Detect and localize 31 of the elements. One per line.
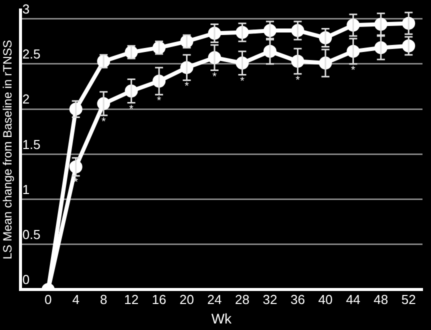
y-axis-title: LS Mean change from Baseline in rTNSS — [0, 40, 15, 260]
y-tick-label: 2 — [22, 92, 30, 107]
x-tick-label: 8 — [100, 292, 108, 307]
annotation: * — [101, 116, 106, 128]
annotation: * — [184, 80, 190, 93]
x-tick-label: 12 — [124, 292, 139, 307]
annotation: * — [129, 103, 134, 116]
x-tick-label: 36 — [290, 292, 305, 307]
y-tick-label: 1 — [22, 182, 30, 197]
x-tick-label: 28 — [235, 292, 250, 307]
y-tick-label: 1.5 — [22, 136, 40, 152]
x-tick-label: 24 — [207, 292, 222, 307]
x-tick-label: 40 — [318, 292, 333, 307]
annotation: * — [212, 70, 218, 83]
x-tick-label: 16 — [152, 292, 166, 307]
annotation: * — [156, 95, 162, 108]
x-tick-label: 0 — [44, 292, 52, 307]
x-tick-label: 4 — [72, 292, 80, 307]
x-tick-label: 44 — [346, 292, 360, 307]
x-tick-label: 52 — [401, 292, 416, 307]
y-tick-label: 0.5 — [22, 227, 40, 242]
annotation: * — [296, 74, 301, 86]
annotation: * — [351, 64, 356, 76]
y-tick-label: 3 — [22, 1, 30, 16]
x-tick-label: 32 — [262, 292, 278, 307]
annotation: * — [240, 75, 246, 88]
y-tick-label: 2.5 — [22, 46, 40, 62]
y-tick-label: 0 — [22, 272, 30, 288]
x-tick-label: 20 — [180, 292, 194, 307]
x-axis-title: Wk — [211, 310, 233, 326]
x-tick-label: 48 — [374, 292, 388, 307]
